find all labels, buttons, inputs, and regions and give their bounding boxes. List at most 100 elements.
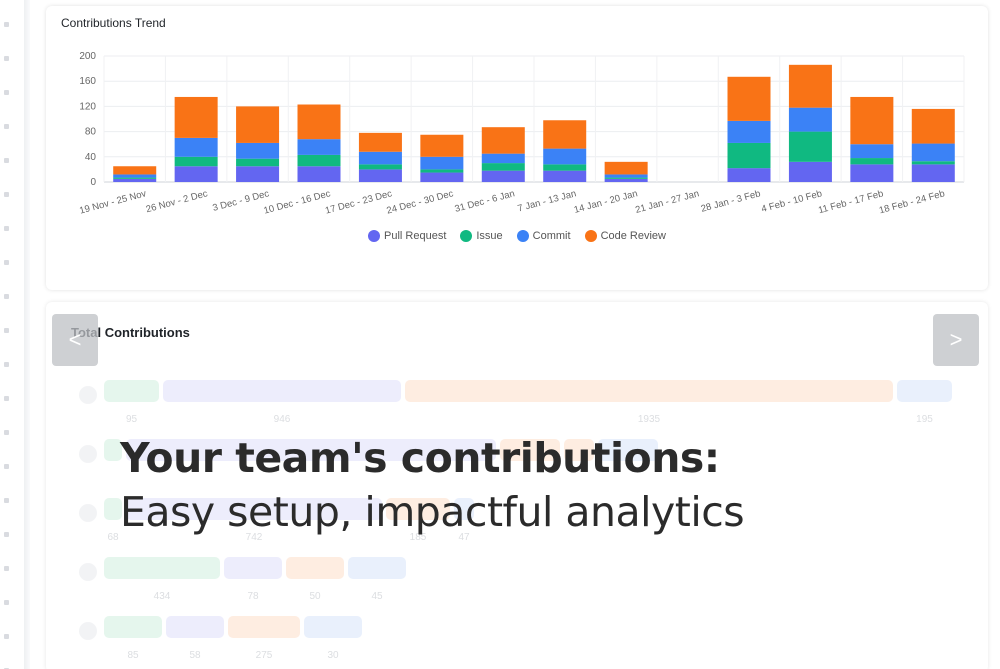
contribution-segment[interactable]: [304, 616, 362, 638]
bar-commit[interactable]: [543, 148, 587, 165]
avatar: [79, 445, 97, 463]
contribution-segment[interactable]: [500, 439, 560, 461]
bar-pull-request[interactable]: [113, 178, 157, 182]
contribution-segment[interactable]: [126, 498, 382, 520]
bar-commit[interactable]: [481, 153, 525, 164]
rail-dot: [4, 634, 9, 639]
legend-item[interactable]: Issue: [460, 230, 503, 242]
bar-commit[interactable]: [174, 137, 218, 157]
bar-issue[interactable]: [297, 154, 341, 167]
bar-issue[interactable]: [174, 156, 218, 167]
contributor-row: [46, 437, 988, 497]
bar-commit[interactable]: [358, 151, 402, 165]
bar-issue[interactable]: [236, 158, 280, 167]
contribution-segment[interactable]: [224, 557, 282, 579]
bar-pull-request[interactable]: [358, 169, 402, 182]
bar-code-review[interactable]: [543, 120, 587, 149]
rail-dot: [4, 532, 9, 537]
contribution-segment[interactable]: [454, 498, 474, 520]
contribution-segment[interactable]: [286, 557, 344, 579]
bar-code-review[interactable]: [236, 106, 280, 143]
contribution-segment[interactable]: [104, 380, 159, 402]
bar-issue[interactable]: [420, 169, 464, 173]
contribution-segment[interactable]: [598, 439, 658, 461]
chart-legend: Pull Request Issue Commit Code Review: [46, 230, 988, 242]
bar-issue[interactable]: [113, 177, 157, 179]
contribution-segment[interactable]: [104, 439, 122, 461]
bar-issue[interactable]: [358, 164, 402, 170]
bar-issue[interactable]: [604, 177, 648, 179]
bar-pull-request[interactable]: [543, 170, 587, 182]
contribution-segment[interactable]: [348, 557, 406, 579]
bar-code-review[interactable]: [297, 104, 341, 140]
segment-count: 1935: [637, 414, 661, 425]
bar-issue[interactable]: [543, 164, 587, 171]
bar-issue[interactable]: [727, 142, 771, 169]
bar-code-review[interactable]: [604, 161, 648, 175]
bar-commit[interactable]: [297, 139, 341, 155]
contributions-trend-card: Contributions Trend 0 40 80 120 160 200 19 Nov…: [46, 6, 988, 290]
bar-pull-request[interactable]: [236, 166, 280, 182]
rail-dot: [4, 430, 9, 435]
contribution-segment[interactable]: [104, 498, 122, 520]
legend-label: Code Review: [600, 230, 666, 242]
bar-code-review[interactable]: [358, 132, 402, 152]
rail-dot: [4, 600, 9, 605]
bar-code-review[interactable]: [727, 76, 771, 121]
legend-label: Pull Request: [384, 230, 447, 242]
bar-commit[interactable]: [113, 174, 157, 178]
avatar: [79, 386, 97, 404]
contribution-segment[interactable]: [166, 616, 224, 638]
bar-commit[interactable]: [604, 174, 648, 178]
bar-commit[interactable]: [788, 107, 832, 132]
bar-code-review[interactable]: [174, 96, 218, 138]
contribution-segment[interactable]: [104, 557, 220, 579]
bar-pull-request[interactable]: [420, 172, 464, 182]
contributor-row: 68 742 185 47: [46, 496, 988, 556]
bar-pull-request[interactable]: [727, 168, 771, 182]
bar-code-review[interactable]: [850, 96, 894, 145]
bar-code-review[interactable]: [113, 166, 157, 175]
contribution-segment[interactable]: [897, 380, 952, 402]
bar-issue[interactable]: [481, 163, 525, 171]
bar-pull-request[interactable]: [481, 170, 525, 182]
legend-item[interactable]: Commit: [516, 230, 571, 242]
contribution-segment[interactable]: [228, 616, 300, 638]
bar-issue[interactable]: [911, 161, 955, 165]
bar-commit[interactable]: [236, 142, 280, 159]
bar-issue[interactable]: [788, 131, 832, 162]
bar-pull-request[interactable]: [174, 166, 218, 182]
bar-pull-request[interactable]: [297, 166, 341, 182]
legend-item[interactable]: Code Review: [584, 230, 666, 242]
contribution-segment[interactable]: [104, 616, 162, 638]
bar-pull-request[interactable]: [850, 164, 894, 182]
contribution-segment[interactable]: [564, 439, 594, 461]
bar-code-review[interactable]: [788, 64, 832, 108]
bar-code-review[interactable]: [420, 134, 464, 157]
contribution-segment[interactable]: [405, 380, 893, 402]
rail-dot: [4, 226, 9, 231]
rail-dot: [4, 294, 9, 299]
x-tick-label: 31 Dec - 6 Jan: [454, 188, 517, 215]
bar-commit[interactable]: [727, 120, 771, 143]
bar-pull-request[interactable]: [604, 178, 648, 182]
x-tick-label: 3 Dec - 9 Dec: [211, 188, 270, 214]
contribution-segment[interactable]: [126, 439, 496, 461]
bar-commit[interactable]: [850, 144, 894, 159]
carousel-prev-button[interactable]: <: [52, 314, 98, 366]
contribution-segment[interactable]: [163, 380, 401, 402]
bar-commit[interactable]: [420, 156, 464, 170]
contributor-row: 95 946 1935 195: [46, 378, 988, 438]
x-tick-label: 14 Jan - 20 Jan: [573, 188, 639, 216]
bar-pull-request[interactable]: [911, 164, 955, 182]
bar-code-review[interactable]: [911, 108, 955, 144]
carousel-next-button[interactable]: >: [933, 314, 979, 366]
bar-issue[interactable]: [850, 158, 894, 165]
contribution-segment[interactable]: [386, 498, 450, 520]
y-tick-label: 0: [90, 177, 96, 188]
segment-count: 30: [327, 650, 339, 661]
bar-pull-request[interactable]: [788, 161, 832, 182]
bar-code-review[interactable]: [481, 127, 525, 154]
legend-item[interactable]: Pull Request: [368, 230, 446, 242]
bar-commit[interactable]: [911, 143, 955, 162]
